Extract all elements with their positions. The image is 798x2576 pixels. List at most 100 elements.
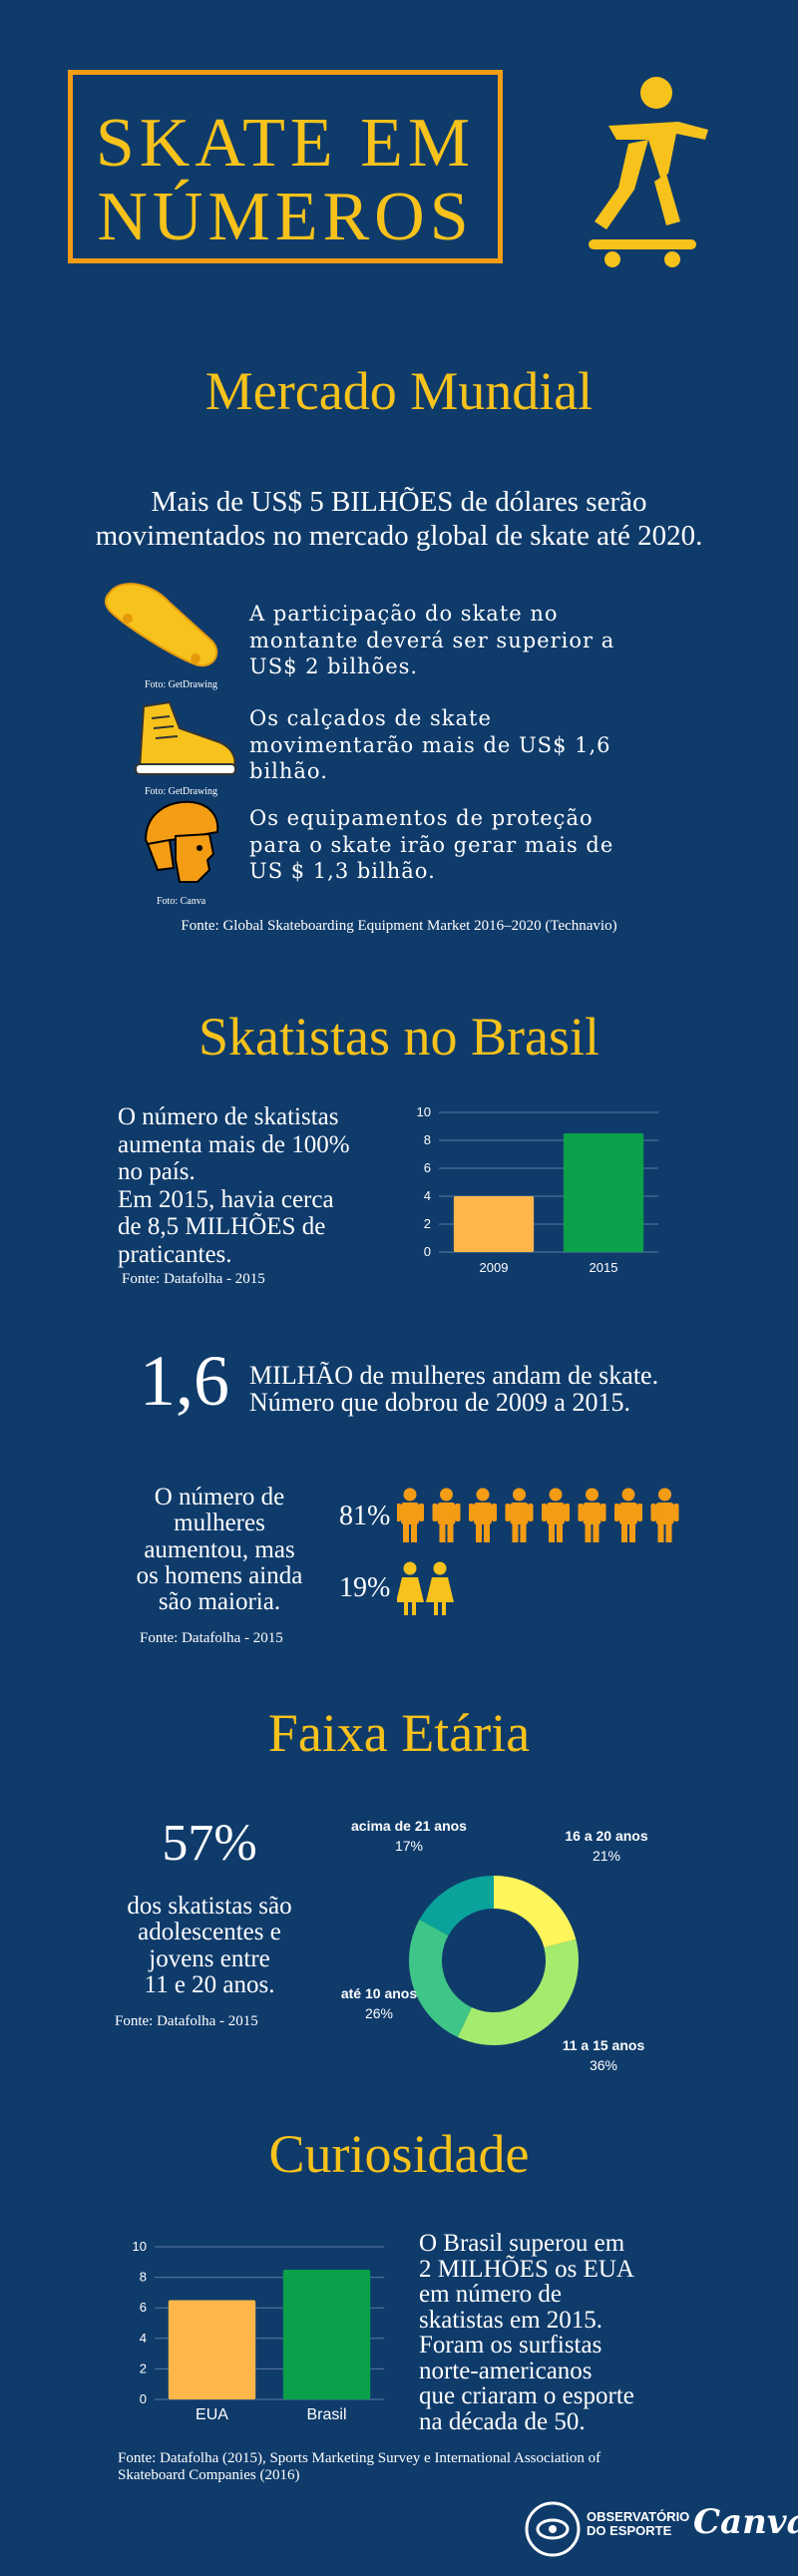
- sneaker-icon: [135, 700, 236, 775]
- intro-line-2: movimentados no mercado global de skate …: [95, 520, 703, 553]
- item-1-line-1: A participação do skate no: [249, 602, 559, 626]
- intro-line-1: Mais de US$ 5 BILHÕES de dólares serão: [151, 486, 647, 518]
- man-figure-7: [650, 1488, 679, 1542]
- item-2-line-2: movimentarão mais de US$ 1,6: [249, 732, 611, 757]
- women-big-number: 1,6: [140, 1341, 229, 1421]
- y-tick-label: 8: [140, 2270, 147, 2285]
- y-tick-label: 0: [140, 2391, 147, 2406]
- curiosidade-line-7: que criaram o esporte: [419, 2382, 634, 2409]
- canva-logo: Canva: [693, 2502, 798, 2542]
- item-2-text: Os calçados de skate movimentarão mais d…: [249, 705, 611, 785]
- chart-faixa-etaria: 16 a 20 anos 21% 11 a 15 anos 36% até 10 ano…: [341, 1818, 648, 2073]
- brasil-line-2: aumenta mais de 100%: [118, 1130, 350, 1158]
- slice-0: [494, 1876, 577, 1948]
- slice-3: [419, 1876, 494, 1935]
- item-1-line-2: montante deverá ser superior a: [249, 628, 615, 652]
- faixa-line-3: jovens entre: [149, 1944, 270, 1972]
- item-2-line-1: Os calçados de skate: [249, 706, 492, 730]
- x-tick-label: Brasil: [306, 2406, 346, 2423]
- women-source: Fonte: Datafolha - 2015: [140, 1630, 283, 1646]
- y-tick-label: 10: [133, 2239, 147, 2254]
- curiosidade-line-4: skatistas em 2015.: [419, 2306, 603, 2334]
- logo-line-2: DO ESPORTE: [587, 2523, 672, 2539]
- title-line-2: NÚMEROS: [97, 179, 474, 255]
- item-2-line-3: bilhão.: [249, 759, 328, 784]
- curiosidade-line-1: O Brasil superou em: [419, 2230, 625, 2257]
- item-3-text: Os equipamentos de proteção para o skate…: [249, 805, 613, 885]
- bar-2015: [563, 1133, 644, 1252]
- slice-label: até 10 anos: [341, 1985, 417, 2001]
- brasil-line-1: O número de skatistas: [118, 1103, 339, 1130]
- curiosidade-heading: Curiosidade: [268, 2124, 530, 2184]
- item-3-line-1: Os equipamentos de proteção: [249, 806, 594, 830]
- faixa-big-pct: 57%: [162, 1815, 257, 1872]
- mercado-intro: Mais de US$ 5 BILHÕES de dólares serão m…: [0, 485, 798, 553]
- women-growth-line-2: mulheres: [174, 1509, 265, 1537]
- y-tick-label: 6: [424, 1160, 431, 1175]
- women-growth-line-3: aumentou, mas: [144, 1535, 295, 1563]
- y-tick-label: 10: [417, 1104, 431, 1119]
- chart-eua-brasil: 0 2 4 6 8 10 EUA Brasil: [133, 2239, 384, 2423]
- faixa-heading: Faixa Etária: [267, 1703, 531, 1763]
- bar-Brasil: [282, 2269, 371, 2399]
- faixa-line-2: adolescentes e: [138, 1919, 281, 1946]
- y-tick-label: 2: [140, 2361, 147, 2375]
- item-3-line-2: para o skate irão gerar mais de: [249, 832, 614, 857]
- observatorio-logo-icon: [525, 2501, 581, 2557]
- brasil-line-6: praticantes.: [118, 1240, 232, 1268]
- item-3-line-3: US $ 1,3 bilhão.: [249, 859, 436, 884]
- credit-3: Foto: Canva: [157, 896, 206, 907]
- helmet-icon: [144, 800, 219, 883]
- x-tick-label: 2009: [480, 1260, 509, 1275]
- credit-1: Foto: GetDrawing: [145, 679, 218, 690]
- faixa-line-1: dos skatistas são: [127, 1893, 292, 1920]
- y-tick-label: 8: [424, 1132, 431, 1147]
- curiosidade-line-6: norte-americanos: [419, 2357, 593, 2384]
- men-pictogram-row: [397, 1488, 679, 1542]
- bar-2009: [453, 1196, 535, 1252]
- women-growth-line-1: O número de: [154, 1484, 285, 1510]
- slice-value-label: 21%: [593, 1848, 620, 1864]
- logo-line-1: OBSERVATÓRIO: [587, 2509, 690, 2524]
- y-tick-label: 0: [424, 1244, 431, 1259]
- slice-1: [457, 1938, 579, 2045]
- y-tick-label: 4: [424, 1188, 431, 1203]
- y-tick-label: 6: [140, 2300, 147, 2315]
- chart-skatistas-brasil: 0 2 4 6 8 10 2009 2015: [417, 1104, 658, 1275]
- skateboard-icon: [104, 583, 218, 667]
- title-line-1: SKATE EM: [95, 105, 476, 182]
- woman-figure-0: [397, 1561, 424, 1615]
- women-growth-text: O número de mulheres aumentou, mas os ho…: [115, 1484, 324, 1615]
- curiosidade-line-2: 2 MILHÕES os EUA: [419, 2255, 634, 2283]
- brasil-heading: Skatistas no Brasil: [199, 1007, 599, 1067]
- woman-figure-1: [426, 1561, 454, 1615]
- brasil-text: O número de skatistas aumenta mais de 10…: [118, 1103, 350, 1268]
- y-tick-label: 4: [140, 2331, 147, 2346]
- skateboarder-icon: [589, 77, 708, 267]
- y-tick-label: 2: [424, 1216, 431, 1231]
- brasil-source: Fonte: Datafolha - 2015: [122, 1271, 265, 1287]
- curiosidade-source-2: Skateboard Companies (2016): [118, 2466, 300, 2483]
- mercado-heading: Mercado Mundial: [204, 361, 594, 421]
- slice-label: 11 a 15 anos: [563, 2037, 645, 2053]
- women-growth-line-4: os homens ainda: [136, 1561, 303, 1589]
- man-figure-0: [397, 1488, 424, 1542]
- slice-value-label: 26%: [365, 2005, 393, 2021]
- x-tick-label: EUA: [196, 2406, 228, 2423]
- man-figure-3: [505, 1488, 534, 1542]
- women-line-2: Número que dobrou de 2009 a 2015.: [249, 1388, 630, 1418]
- man-figure-5: [578, 1488, 606, 1542]
- man-figure-1: [432, 1488, 461, 1542]
- curiosidade-text: O Brasil superou em 2 MILHÕES os EUA em …: [419, 2231, 634, 2434]
- curiosidade-line-8: na década de 50.: [419, 2407, 586, 2435]
- curiosidade-line-5: Foram os surfistas: [419, 2332, 602, 2359]
- credit-2: Foto: GetDrawing: [145, 786, 218, 797]
- brasil-line-4: Em 2015, havia cerca: [118, 1185, 334, 1213]
- slice-value-label: 17%: [395, 1838, 423, 1854]
- observatorio-logo-text: OBSERVATÓRIO DO ESPORTE: [587, 2509, 690, 2539]
- faixa-text: dos skatistas são adolescentes e jovens …: [90, 1893, 329, 1998]
- item-1-text: A participação do skate no montante deve…: [249, 601, 614, 680]
- men-pct: 81%: [339, 1501, 391, 1531]
- bar-EUA: [168, 2300, 256, 2399]
- slice-2: [409, 1920, 472, 2037]
